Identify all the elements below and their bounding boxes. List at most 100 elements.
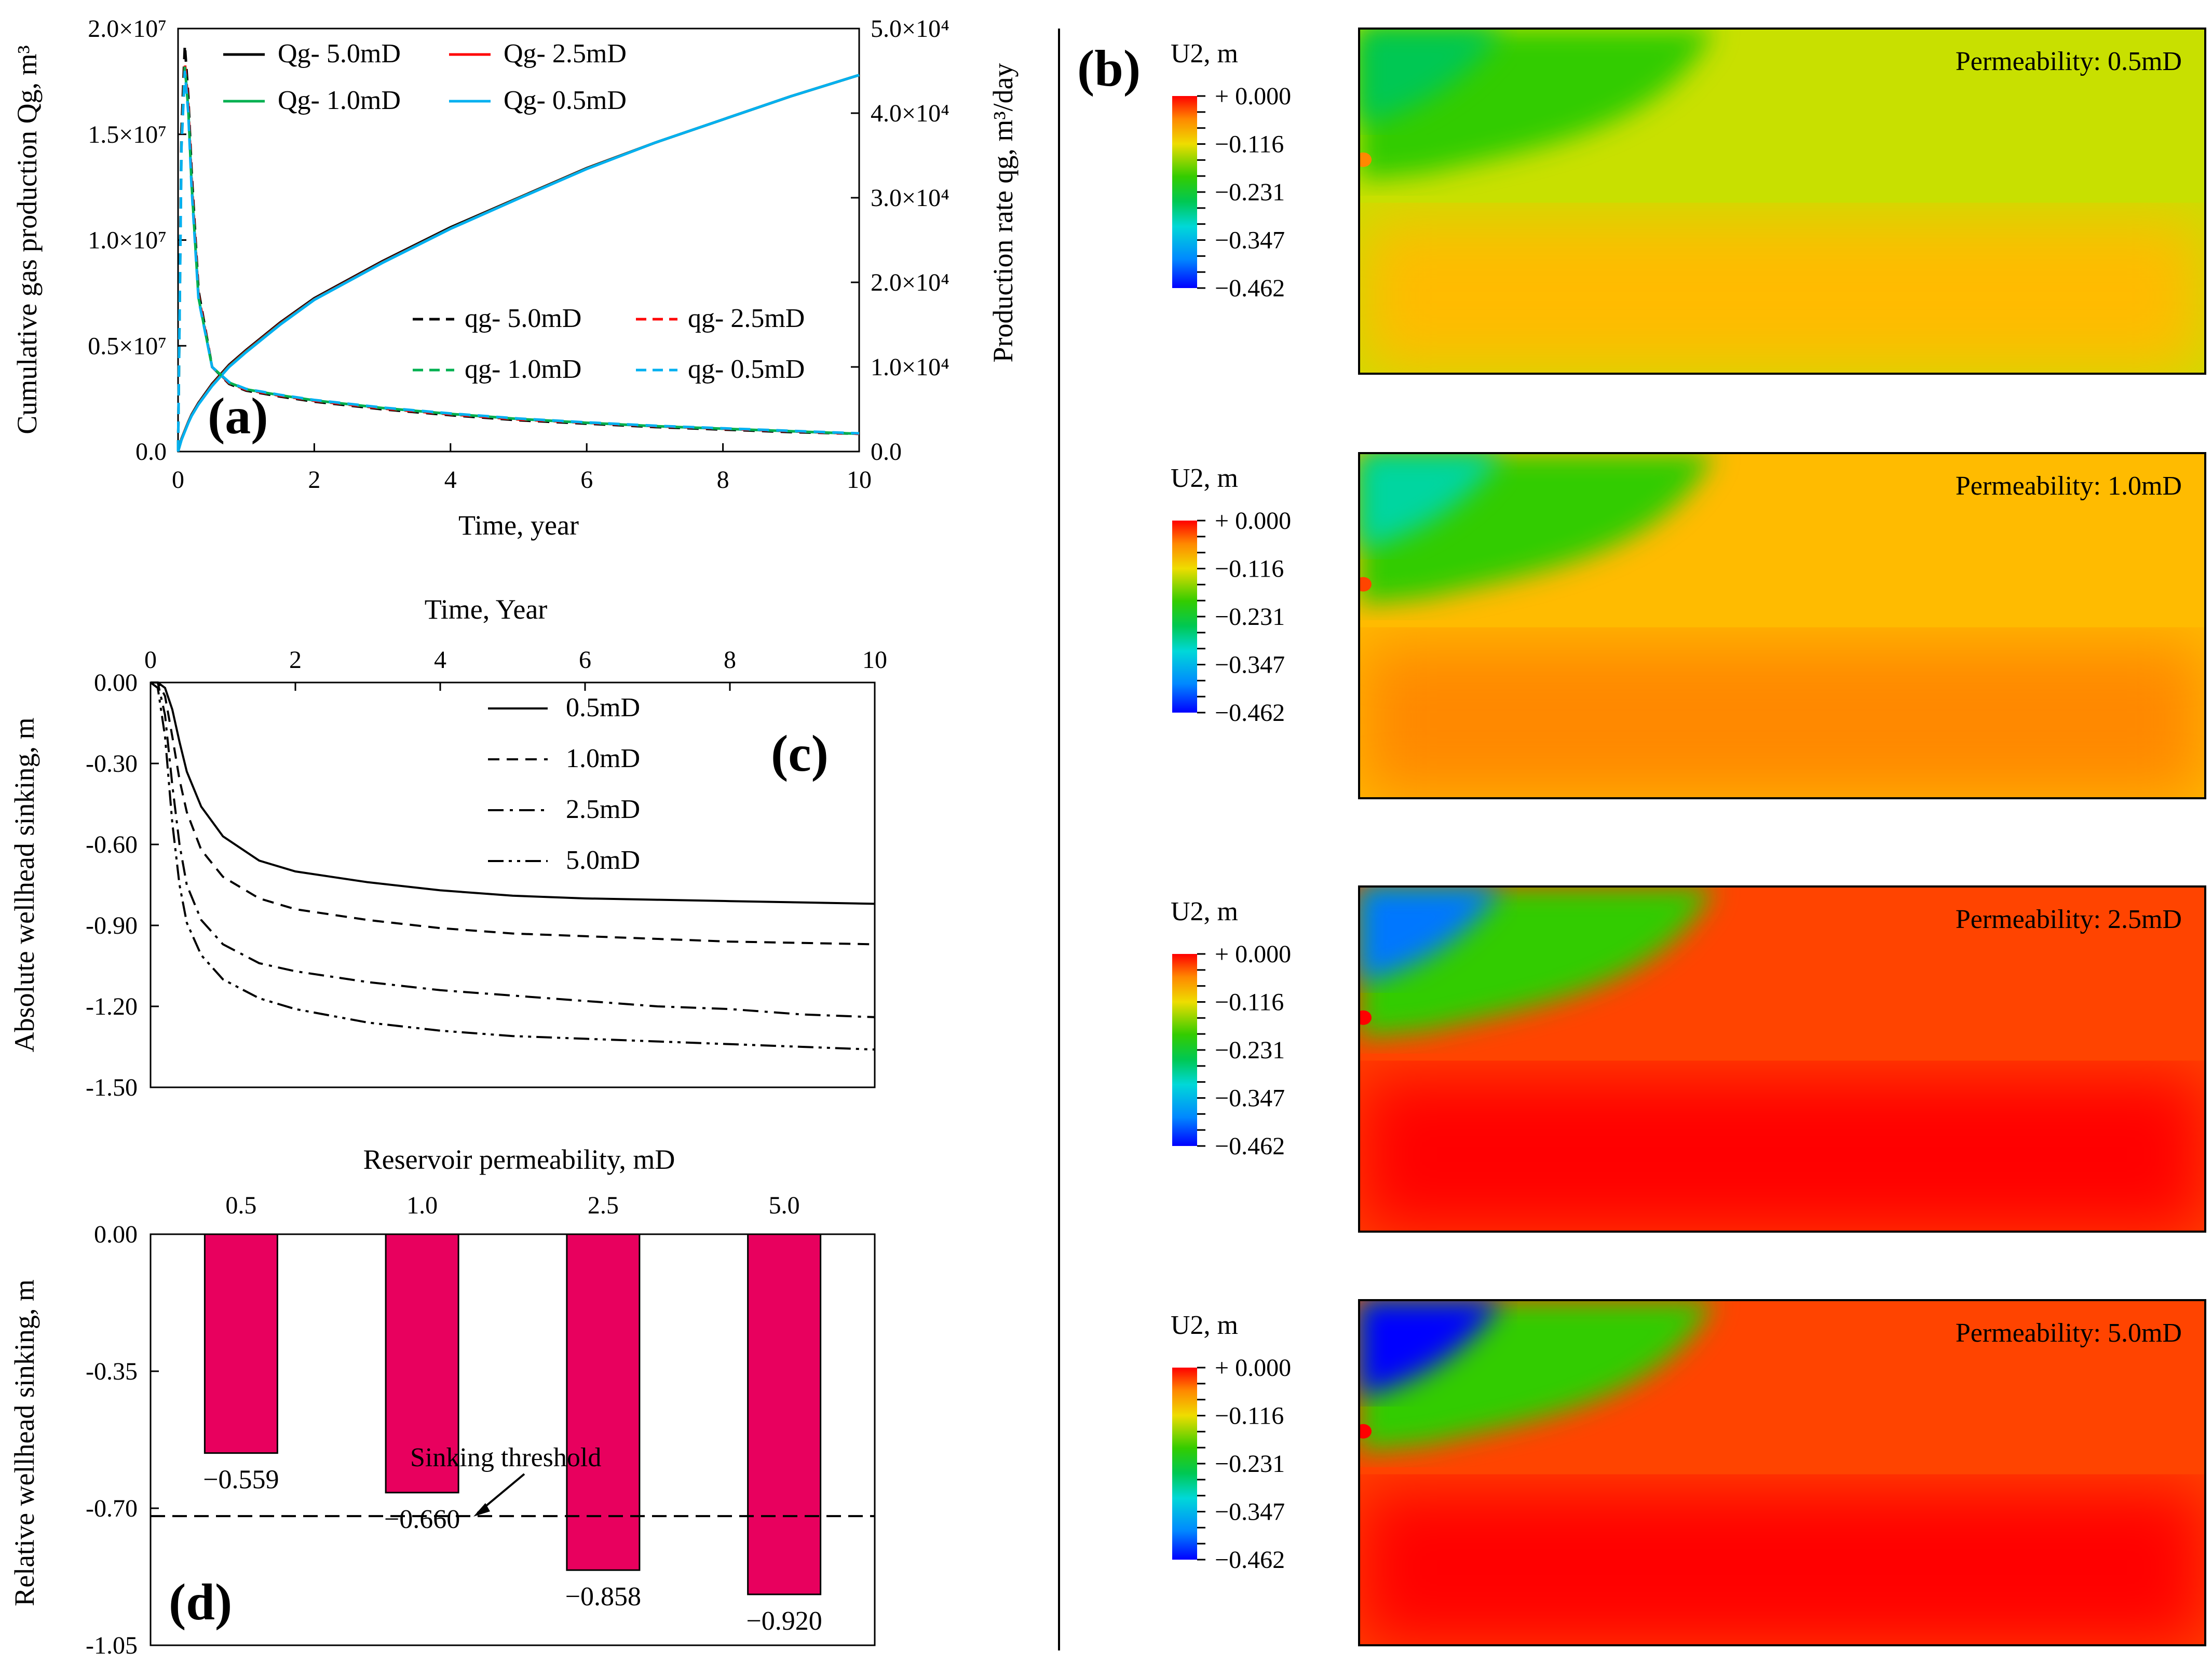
legend-label: 5.0mD [566,845,640,875]
series-line [177,71,860,452]
panel-d-bars: −0.559 −0.660 −0.858 −0.920 [151,1233,875,1636]
panel-c-plot-frame [150,681,876,1088]
panel-c-series [150,681,875,1051]
contour-map [1359,1300,2205,1645]
legend-label: 1.0mD [566,744,640,773]
colorbar-tick-label: −0.116 [1215,1402,1284,1430]
colorbar-tick-label: −0.116 [1215,131,1284,158]
y-tick-label: -1.50 [86,1074,138,1101]
bar-value-label: −0.559 [203,1465,279,1495]
y2-tick-label: 3.0×10⁴ [871,184,949,212]
y-tick-label: 0.5×10⁷ [88,332,167,360]
panel-a-ylabel-left: Cumulative gas production Qg, m³ [11,45,43,434]
panel-c-label: (c) [771,725,829,782]
x-tick-label: 6 [579,646,591,674]
series-line [151,681,875,946]
panel-a-ylabel-right: Production rate qg, m³/day [987,63,1019,362]
series-line [151,681,875,905]
contour-map [1359,453,2205,798]
colorbar-title: U2, m [1171,897,1238,926]
panel-c-legend: 0.5mD 1.0mD 2.5mD 5.0mD [488,693,640,875]
contour-frame [1358,885,2206,1233]
colorbar-tick-label: + 0.000 [1215,940,1291,968]
bar-value-label: −0.858 [565,1582,641,1612]
colorbar [1172,1368,1197,1560]
bar [203,1233,278,1454]
legend-label: 2.5mD [566,795,640,824]
y2-tick-label: 5.0×10⁴ [871,15,949,43]
x-tick-label: 0.5 [225,1192,256,1219]
panel-a: 0 2 4 6 8 100.00.5×10⁷1.0×10⁷1.5×10⁷2.0×10⁷0.… [11,15,1019,541]
y-tick-label: 0.00 [94,1221,138,1248]
legend-label: Qg- 5.0mD [278,39,401,69]
panel-b-contours: Permeability: 0.5mD U2, m + 0.000 −0.116 −0.… [1171,28,2206,1646]
y2-tick-label: 2.0×10⁴ [871,269,949,296]
panel-a-xlabel: Time, year [458,510,579,541]
bar [747,1233,822,1595]
colorbar-tick-label: + 0.000 [1215,507,1291,535]
legend-label: qg- 0.5mD [688,354,805,384]
x-tick-label: 8 [717,466,729,494]
x-tick-label: 8 [724,646,736,674]
legend-label: Qg- 2.5mD [504,39,627,69]
contour-frame [1358,452,2206,799]
colorbar-title: U2, m [1171,1311,1238,1340]
colorbar-tick-label: −0.231 [1215,1450,1285,1478]
threshold-annotation: Sinking threshold [410,1443,601,1472]
contour-top-zone [1359,29,1503,126]
bar [566,1233,641,1571]
colorbar-tick-label: −0.462 [1215,1546,1285,1574]
contour-deep-zone [1359,643,2205,798]
panel-a-axes: 0 2 4 6 8 100.00.5×10⁷1.0×10⁷1.5×10⁷2.0×10⁷0.… [88,15,949,494]
x-tick-label: 0 [172,466,184,494]
colorbar [1172,954,1197,1146]
colorbar-tick-label: + 0.000 [1215,1354,1291,1382]
panel-d-label: (d) [169,1573,232,1631]
y-tick-label: -0.70 [86,1495,138,1522]
legend-label: qg- 1.0mD [465,354,581,384]
contour-top-zone [1359,453,1503,550]
panel-a-label: (a) [208,387,268,445]
x-tick-label: 2.5 [588,1192,619,1219]
series-line [151,681,875,1018]
colorbar-tick-label: −0.462 [1215,699,1285,727]
panel-a-series [177,45,860,452]
contour-title: Permeability: 2.5mD [1956,905,2182,934]
colorbar-tick-label: −0.231 [1215,179,1285,206]
x-tick-label: 10 [862,646,887,674]
colorbar-tick-label: −0.116 [1215,555,1284,583]
panel-c-axes: 0 2 4 6 8 10 0.00 -0.30 -0.60 -0.90 -1.20 -1.50 [86,646,887,1101]
x-tick-label: 0 [144,646,157,674]
contour-title: Permeability: 5.0mD [1956,1318,2182,1348]
series-line [150,681,875,1051]
x-tick-label: 5.0 [769,1192,800,1219]
panel-d-ylabel: Relative wellhead sinking, m [9,1279,40,1606]
y-tick-label: 1.0×10⁷ [88,227,167,254]
x-tick-label: 1.0 [406,1192,438,1219]
colorbar-tick-label: −0.231 [1215,1036,1285,1064]
y2-tick-label: 0.0 [871,438,902,466]
legend-label: qg- 5.0mD [465,304,581,333]
colorbar-tick-label: + 0.000 [1215,83,1291,110]
y-tick-label: -0.90 [86,912,138,939]
y-tick-label: 2.0×10⁷ [88,15,167,43]
series-line [177,62,860,452]
colorbar-tick-label: −0.347 [1215,1085,1285,1112]
legend-label: Qg- 1.0mD [278,86,401,115]
x-tick-label: 2 [289,646,302,674]
y-tick-label: -0.60 [86,831,138,858]
y-tick-label: -1.20 [86,993,138,1020]
contour-deep-zone [1359,1076,2205,1232]
wellhead-hotspot [1359,577,1372,592]
colorbar [1172,96,1197,288]
panel-c: 0 2 4 6 8 10 0.00 -0.30 -0.60 -0.90 -1.20 -1.50 Tim… [9,594,887,1101]
colorbar-tick-label: −0.347 [1215,227,1285,254]
x-tick-label: 6 [580,466,593,494]
colorbar-tick-label: −0.231 [1215,603,1285,631]
x-tick-label: 4 [444,466,457,494]
y-tick-label: 1.5×10⁷ [88,121,167,148]
wellhead-hotspot [1359,152,1372,167]
y-tick-label: 0.00 [94,669,138,697]
series-line [177,74,860,452]
